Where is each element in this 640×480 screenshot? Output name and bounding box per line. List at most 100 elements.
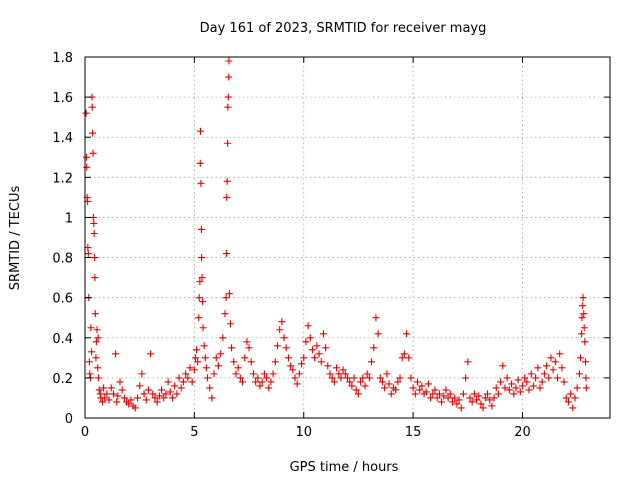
data-point	[226, 320, 234, 328]
data-point	[581, 338, 589, 346]
data-point	[228, 344, 236, 352]
data-point	[481, 394, 489, 402]
data-point	[479, 404, 487, 412]
data-point	[91, 254, 99, 262]
data-point	[186, 364, 194, 372]
data-point	[470, 390, 478, 398]
data-point	[540, 370, 548, 378]
data-point	[201, 354, 209, 362]
data-point	[225, 290, 233, 298]
data-point	[564, 398, 572, 406]
data-point	[199, 324, 207, 332]
data-point	[245, 344, 253, 352]
data-point	[451, 394, 459, 402]
data-point	[193, 346, 201, 354]
data-point	[171, 382, 179, 390]
data-point	[291, 374, 299, 382]
y-tick-label: 1.8	[52, 51, 73, 66]
data-point	[200, 342, 208, 350]
data-point	[466, 394, 474, 402]
data-point	[234, 364, 242, 372]
data-point	[230, 358, 238, 366]
data-point	[492, 384, 500, 392]
data-point	[221, 310, 229, 318]
data-point	[149, 390, 157, 398]
data-point	[204, 374, 211, 382]
data-point	[578, 314, 586, 322]
data-point	[260, 370, 268, 378]
data-point	[224, 139, 232, 147]
data-point	[302, 338, 310, 346]
data-point	[265, 384, 273, 392]
data-point	[223, 250, 231, 258]
data-point	[508, 380, 516, 388]
data-point	[341, 370, 349, 378]
data-point	[462, 374, 470, 382]
data-point	[88, 348, 96, 356]
data-point	[527, 370, 535, 378]
data-point	[582, 374, 590, 382]
data-point	[91, 310, 99, 318]
data-point	[258, 378, 266, 386]
data-point	[494, 390, 502, 398]
data-point	[431, 386, 439, 394]
data-point	[385, 380, 393, 388]
data-point	[267, 378, 275, 386]
data-point	[354, 390, 362, 398]
data-point	[173, 390, 181, 398]
data-point	[142, 396, 150, 404]
data-point	[576, 354, 584, 362]
data-point	[438, 398, 446, 406]
data-point	[118, 386, 126, 394]
data-point	[190, 366, 198, 374]
data-point	[579, 302, 587, 310]
data-point	[488, 402, 496, 410]
data-point	[453, 400, 461, 408]
data-point	[175, 374, 183, 382]
data-point	[83, 153, 91, 161]
data-point	[280, 334, 288, 342]
data-point	[571, 394, 579, 402]
data-point	[427, 394, 435, 402]
data-point	[580, 324, 588, 332]
data-point	[370, 344, 378, 352]
data-point	[225, 73, 233, 81]
data-point	[278, 318, 286, 326]
data-point	[222, 294, 230, 302]
data-point	[114, 392, 122, 400]
data-point	[197, 127, 204, 135]
data-point	[554, 374, 561, 382]
data-point	[83, 163, 91, 171]
data-point	[477, 400, 485, 408]
data-point	[457, 404, 465, 412]
data-point	[350, 374, 358, 382]
data-point	[512, 384, 520, 392]
data-point	[339, 366, 347, 374]
data-point	[446, 390, 454, 398]
data-point	[433, 394, 441, 402]
y-tick-label: 0.8	[52, 252, 73, 267]
data-point	[396, 374, 404, 382]
data-point	[249, 370, 257, 378]
data-point	[326, 370, 334, 378]
data-point	[116, 378, 124, 386]
data-point	[317, 358, 325, 366]
data-point	[573, 384, 581, 392]
data-point	[387, 390, 395, 398]
data-point	[315, 350, 323, 358]
data-point	[579, 294, 587, 302]
data-point	[337, 374, 345, 382]
data-point	[383, 370, 391, 378]
data-point	[256, 382, 264, 390]
data-point	[558, 364, 566, 372]
y-tick-label: 0.4	[52, 332, 73, 347]
data-point	[144, 386, 152, 394]
data-point	[333, 364, 341, 372]
data-point	[449, 398, 456, 406]
data-point	[560, 378, 568, 386]
x-tick-label: 0	[81, 425, 89, 440]
data-point	[91, 274, 99, 282]
data-point	[113, 398, 121, 406]
data-point	[155, 392, 163, 400]
data-point	[271, 358, 279, 366]
